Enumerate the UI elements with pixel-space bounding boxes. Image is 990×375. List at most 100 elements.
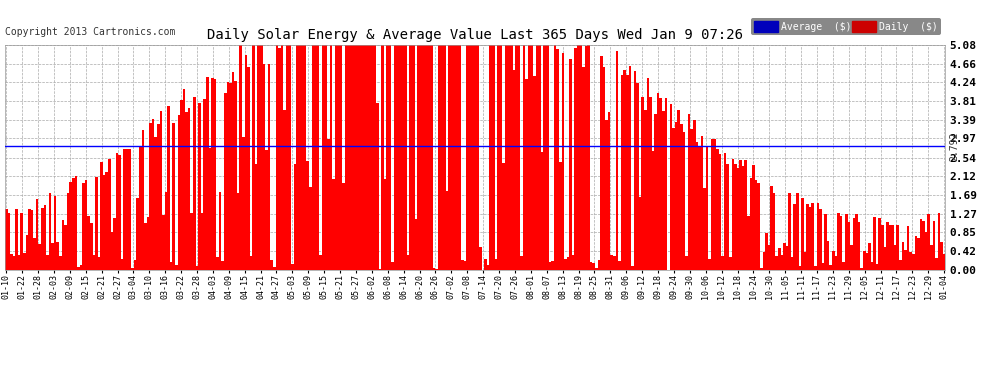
Bar [899,260,902,270]
Bar [352,45,355,270]
Bar [611,255,613,270]
Bar [703,188,706,270]
Bar [515,45,518,270]
Text: 2.792: 2.792 [949,132,959,161]
Bar [688,114,690,270]
Bar [642,98,644,270]
Bar [502,163,505,270]
Bar [696,142,698,270]
Bar [455,45,458,270]
Bar [286,45,288,270]
Bar [77,267,79,270]
Bar [177,115,180,270]
Bar [132,268,134,270]
Bar [830,265,832,270]
Bar [124,150,126,270]
Bar [876,264,878,270]
Bar [809,207,812,270]
Bar [164,192,167,270]
Bar [106,172,108,270]
Bar [450,45,453,270]
Bar [662,111,664,270]
Bar [489,45,492,270]
Bar [574,48,577,270]
Bar [229,82,232,270]
Bar [69,182,72,270]
Bar [441,45,443,270]
Bar [783,243,786,270]
Bar [270,260,273,270]
Bar [149,123,151,270]
Bar [466,45,468,270]
Bar [775,256,778,270]
Bar [608,112,611,270]
Bar [31,210,34,270]
Bar [8,213,10,270]
Bar [649,97,651,270]
Bar [889,225,891,270]
Bar [147,216,149,270]
Bar [257,45,260,270]
Bar [415,219,417,270]
Bar [868,243,871,270]
Bar [677,110,680,270]
Bar [438,45,441,270]
Bar [631,266,634,270]
Bar [309,187,312,270]
Bar [735,164,737,270]
Bar [840,216,842,270]
Bar [167,106,170,270]
Bar [53,196,56,270]
Bar [327,139,330,270]
Bar [727,164,729,270]
Bar [108,159,111,270]
Bar [942,254,945,270]
Bar [904,250,907,270]
Bar [572,255,574,270]
Bar [595,268,598,270]
Bar [343,183,346,270]
Bar [44,205,47,270]
Bar [162,215,164,270]
Title: Daily Solar Energy & Average Value Last 365 Days Wed Jan 9 07:26: Daily Solar Energy & Average Value Last … [207,28,743,42]
Bar [902,242,904,270]
Bar [376,103,378,270]
Bar [838,213,840,270]
Bar [47,255,49,270]
Bar [523,45,526,270]
Bar [90,223,92,270]
Bar [363,45,365,270]
Bar [183,89,185,270]
Bar [126,149,129,270]
Bar [74,176,77,270]
Bar [832,251,835,270]
Bar [267,64,270,270]
Bar [36,200,39,270]
Bar [778,248,780,270]
Bar [355,45,358,270]
Bar [644,110,646,270]
Bar [742,165,744,270]
Bar [280,45,283,270]
Bar [85,180,87,270]
Bar [248,67,249,270]
Bar [64,225,66,270]
Bar [616,51,618,270]
Bar [98,257,100,270]
Bar [788,192,791,270]
Bar [111,232,113,270]
Bar [814,266,817,270]
Bar [15,209,18,270]
Bar [709,260,711,270]
Bar [381,45,384,270]
Bar [206,77,209,270]
Bar [592,262,595,270]
Bar [613,256,616,270]
Bar [95,177,98,270]
Bar [365,45,368,270]
Bar [235,81,237,270]
Bar [402,45,404,270]
Bar [100,162,103,270]
Bar [224,93,227,270]
Bar [569,58,572,270]
